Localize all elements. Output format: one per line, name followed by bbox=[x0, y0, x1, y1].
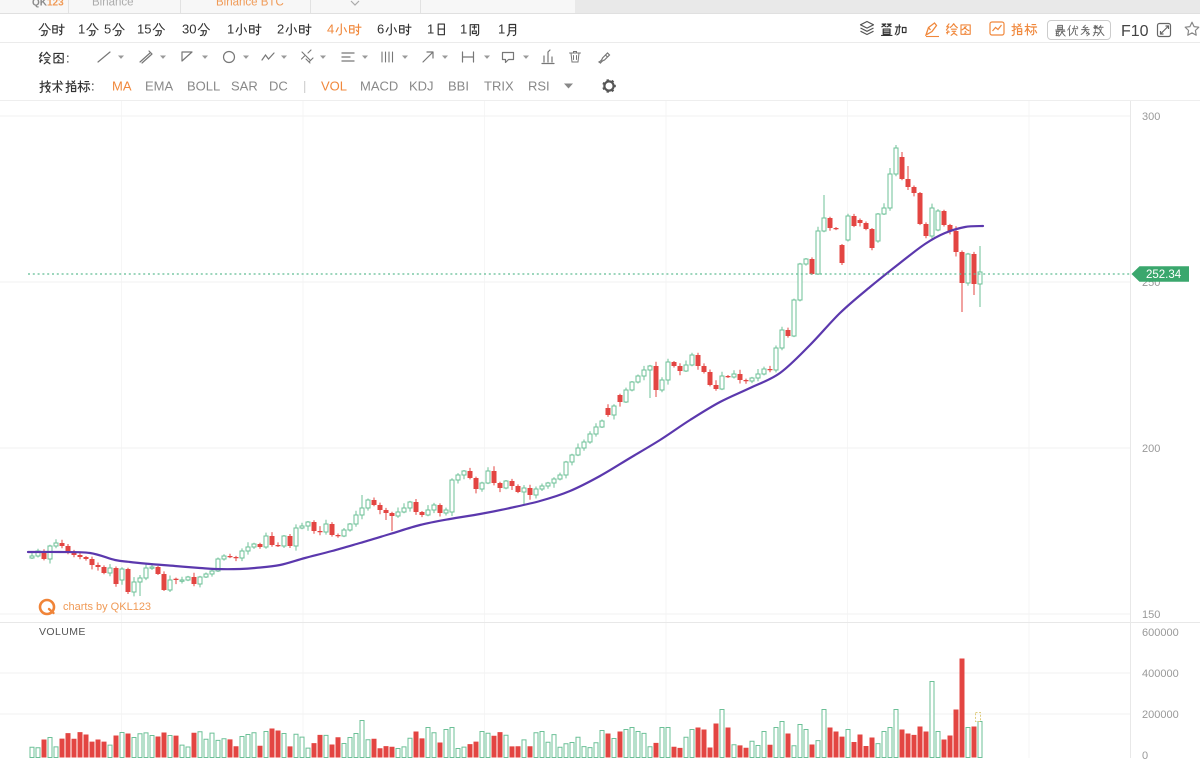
svg-text:252.34: 252.34 bbox=[1146, 269, 1182, 281]
svg-text:1: 1 bbox=[227, 22, 234, 37]
svg-text:BBI: BBI bbox=[448, 79, 469, 94]
svg-text:QK: QK bbox=[32, 0, 48, 9]
svg-text:15: 15 bbox=[137, 22, 151, 37]
svg-text:30: 30 bbox=[182, 22, 196, 37]
svg-text:|: | bbox=[303, 79, 306, 94]
svg-text:5: 5 bbox=[104, 22, 111, 37]
svg-text:1: 1 bbox=[427, 22, 434, 37]
svg-text:1: 1 bbox=[460, 22, 467, 37]
svg-text:400000: 400000 bbox=[1142, 668, 1179, 680]
svg-text:2: 2 bbox=[277, 22, 284, 37]
svg-text:600000: 600000 bbox=[1142, 627, 1179, 639]
svg-text:MA: MA bbox=[112, 79, 132, 94]
svg-text:Binance: Binance bbox=[92, 0, 134, 9]
svg-text:DC: DC bbox=[269, 79, 288, 94]
svg-text:300: 300 bbox=[1142, 111, 1160, 123]
svg-text:123: 123 bbox=[47, 0, 64, 9]
svg-text:1: 1 bbox=[78, 22, 85, 37]
svg-text:150: 150 bbox=[1142, 609, 1160, 621]
svg-text:Binance BTC: Binance BTC bbox=[216, 0, 284, 9]
svg-text:VOL: VOL bbox=[321, 79, 347, 94]
svg-text:200000: 200000 bbox=[1142, 709, 1179, 721]
svg-text:SAR: SAR bbox=[231, 79, 258, 94]
svg-text:MACD: MACD bbox=[360, 79, 398, 94]
svg-text:0: 0 bbox=[1142, 750, 1148, 760]
svg-text::: : bbox=[66, 51, 70, 66]
svg-text:6: 6 bbox=[377, 22, 384, 37]
svg-text:1: 1 bbox=[498, 22, 505, 37]
svg-text:TRIX: TRIX bbox=[484, 79, 514, 94]
svg-text:VOLUME: VOLUME bbox=[39, 626, 86, 638]
svg-text::: : bbox=[91, 79, 95, 94]
svg-text:RSI: RSI bbox=[528, 79, 550, 94]
svg-text:BOLL: BOLL bbox=[187, 79, 220, 94]
svg-text:charts by QKL123: charts by QKL123 bbox=[63, 601, 151, 613]
svg-text:KDJ: KDJ bbox=[409, 79, 434, 94]
svg-text:200: 200 bbox=[1142, 443, 1160, 455]
svg-text:F10: F10 bbox=[1121, 23, 1149, 40]
svg-text:EMA: EMA bbox=[145, 79, 174, 94]
svg-text:4: 4 bbox=[327, 22, 334, 37]
